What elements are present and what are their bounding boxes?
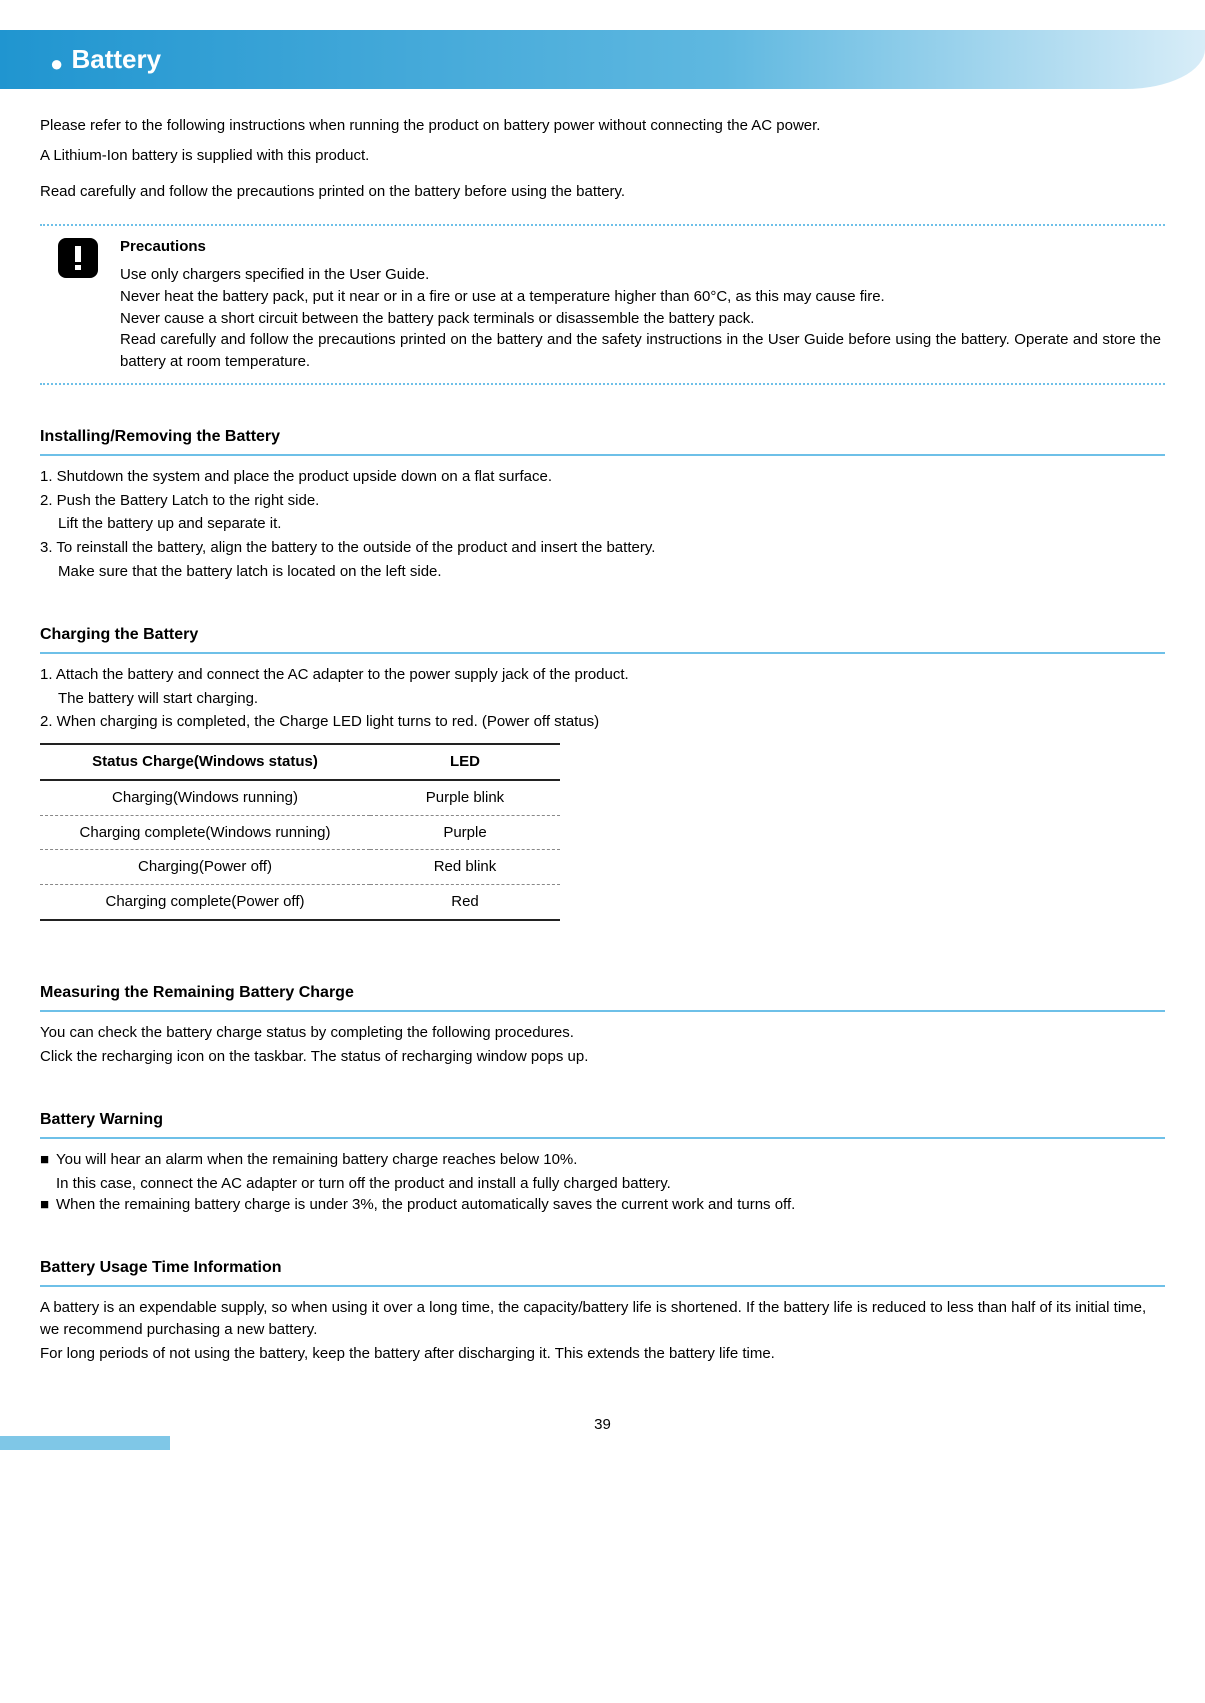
led-status-cell: Charging(Power off) [40, 850, 370, 885]
intro-line-2: A Lithium-Ion battery is supplied with t… [40, 145, 1165, 167]
led-table-header-status: Status Charge(Windows status) [40, 744, 370, 780]
install-steps: 1. Shutdown the system and place the pro… [40, 466, 1165, 583]
charging-step-2: 2. When charging is completed, the Charg… [40, 711, 1165, 733]
usage-line-2: For long periods of not using the batter… [40, 1343, 1165, 1365]
led-value-cell: Red [370, 885, 560, 920]
led-status-table: Status Charge(Windows status) LED Chargi… [40, 743, 560, 921]
warning-list: ■ You will hear an alarm when the remain… [40, 1149, 1165, 1216]
led-value-cell: Red blink [370, 850, 560, 885]
usage-line-1: A battery is an expendable supply, so wh… [40, 1297, 1165, 1341]
led-status-cell: Charging complete(Power off) [40, 885, 370, 920]
precautions-block: Precautions Use only chargers specified … [40, 232, 1165, 377]
measuring-section: Measuring the Remaining Battery Charge Y… [40, 981, 1165, 1068]
precaution-line: Never heat the battery pack, put it near… [120, 286, 1161, 308]
led-value-cell: Purple [370, 815, 560, 850]
led-value-cell: Purple blink [370, 780, 560, 815]
charging-step-1: 1. Attach the battery and connect the AC… [40, 664, 1165, 686]
warning-item-2-text: When the remaining battery charge is und… [56, 1194, 795, 1216]
footer-accent-bar [0, 1436, 170, 1450]
table-row: Charging(Windows running) Purple blink [40, 780, 560, 815]
warning-title: Battery Warning [40, 1108, 1165, 1131]
dotted-separator-top [40, 224, 1165, 226]
measuring-text: You can check the battery charge status … [40, 1022, 1165, 1068]
table-row: Charging complete(Windows running) Purpl… [40, 815, 560, 850]
header-title: Battery [71, 44, 161, 74]
warning-item-1: ■ You will hear an alarm when the remain… [40, 1149, 1165, 1171]
dotted-separator-bottom [40, 383, 1165, 385]
install-step-3b: Make sure that the battery latch is loca… [40, 561, 1165, 583]
table-row: Charging(Power off) Red blink [40, 850, 560, 885]
section-divider [40, 1285, 1165, 1287]
section-divider [40, 1137, 1165, 1139]
measuring-line-1: You can check the battery charge status … [40, 1022, 1165, 1044]
warning-section: Battery Warning ■ You will hear an alarm… [40, 1108, 1165, 1216]
intro-block: Please refer to the following instructio… [40, 115, 1165, 202]
charging-section: Charging the Battery 1. Attach the batte… [40, 623, 1165, 921]
table-row: Charging complete(Power off) Red [40, 885, 560, 920]
warning-item-1-text: You will hear an alarm when the remainin… [56, 1149, 577, 1171]
install-title: Installing/Removing the Battery [40, 425, 1165, 448]
install-section: Installing/Removing the Battery 1. Shutd… [40, 425, 1165, 583]
install-step-3: 3. To reinstall the battery, align the b… [40, 537, 1165, 559]
charging-title: Charging the Battery [40, 623, 1165, 646]
charging-step-1b: The battery will start charging. [40, 688, 1165, 710]
section-divider [40, 454, 1165, 456]
warning-item-1b: In this case, connect the AC adapter or … [40, 1173, 1165, 1195]
precautions-title: Precautions [120, 236, 1161, 258]
page-header: ● Battery [0, 30, 1205, 89]
install-step-2: 2. Push the Battery Latch to the right s… [40, 490, 1165, 512]
square-bullet-icon: ■ [40, 1194, 56, 1216]
measuring-title: Measuring the Remaining Battery Charge [40, 981, 1165, 1004]
led-table-header-led: LED [370, 744, 560, 780]
usage-text: A battery is an expendable supply, so wh… [40, 1297, 1165, 1364]
header-bullet: ● [50, 51, 63, 76]
section-divider [40, 652, 1165, 654]
precautions-text: Precautions Use only chargers specified … [120, 236, 1161, 373]
precaution-line: Read carefully and follow the precaution… [120, 329, 1161, 373]
warning-icon [58, 238, 98, 278]
usage-title: Battery Usage Time Information [40, 1256, 1165, 1279]
usage-section: Battery Usage Time Information A battery… [40, 1256, 1165, 1364]
charging-steps: 1. Attach the battery and connect the AC… [40, 664, 1165, 733]
intro-line-1: Please refer to the following instructio… [40, 115, 1165, 137]
page-number: 39 [594, 1416, 611, 1433]
intro-line-3: Read carefully and follow the precaution… [40, 181, 1165, 203]
page-footer: 39 [0, 1416, 1205, 1456]
square-bullet-icon: ■ [40, 1149, 56, 1171]
section-divider [40, 1010, 1165, 1012]
install-step-2b: Lift the battery up and separate it. [40, 513, 1165, 535]
precaution-line: Never cause a short circuit between the … [120, 308, 1161, 330]
precaution-line: Use only chargers specified in the User … [120, 264, 1161, 286]
page-content: Please refer to the following instructio… [0, 89, 1205, 1376]
warning-item-2: ■ When the remaining battery charge is u… [40, 1194, 1165, 1216]
led-status-cell: Charging complete(Windows running) [40, 815, 370, 850]
measuring-line-2: Click the recharging icon on the taskbar… [40, 1046, 1165, 1068]
install-step-1: 1. Shutdown the system and place the pro… [40, 466, 1165, 488]
led-status-cell: Charging(Windows running) [40, 780, 370, 815]
